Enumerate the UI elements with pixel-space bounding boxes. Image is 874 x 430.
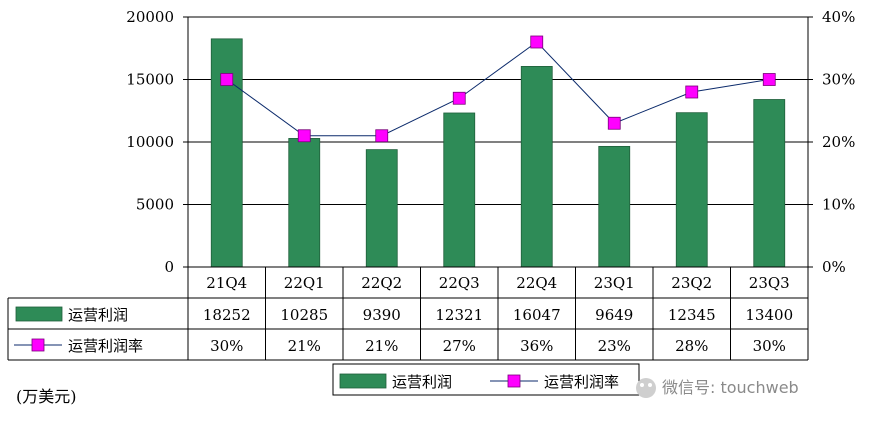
data-table: 21Q4 18252 30% 22Q1 10285 21% 22Q2 9390 21% 22Q3 1… xyxy=(7,266,809,361)
y-right-tick-label: 30% xyxy=(822,71,855,89)
data-label: 36% xyxy=(520,337,553,355)
legend-key-bar xyxy=(339,373,387,389)
legend-key-marker xyxy=(507,374,521,388)
row-header: 运营利润 xyxy=(68,306,128,324)
point xyxy=(375,129,389,143)
data-label: 21% xyxy=(365,337,398,355)
watermark-text: 微信号: touchweb xyxy=(662,378,799,397)
point xyxy=(530,35,544,49)
bar xyxy=(520,66,553,268)
legend: 运营利润 运营利润率 xyxy=(332,363,640,396)
point xyxy=(607,116,621,130)
line-series xyxy=(220,35,776,143)
y-left-tick-label: 0 xyxy=(164,258,174,276)
data-label: 23% xyxy=(598,337,631,355)
bar xyxy=(598,145,631,268)
data-label: 30% xyxy=(210,337,243,355)
axes: 0 0% 5000 10% 10000 20% 15000 30% 20000 40% xyxy=(126,8,855,276)
point xyxy=(220,73,234,86)
bar xyxy=(210,38,243,268)
x-tick-label: 22Q1 xyxy=(284,274,325,292)
bar xyxy=(288,138,321,268)
wechat-icon xyxy=(636,378,656,398)
data-label: 12321 xyxy=(435,306,483,324)
x-tick-label: 22Q3 xyxy=(439,274,480,292)
y-left-tick-label: 5000 xyxy=(136,196,174,214)
row-header: 运营利润率 xyxy=(68,337,143,355)
data-label: 21% xyxy=(288,337,321,355)
point xyxy=(297,129,311,143)
point xyxy=(762,73,776,86)
point xyxy=(452,91,466,105)
grid xyxy=(188,16,808,205)
y-right-tick-label: 0% xyxy=(822,258,846,276)
y-left-tick-label: 15000 xyxy=(126,71,174,89)
data-label: 9390 xyxy=(363,306,401,324)
row-key-marker xyxy=(31,338,45,352)
bar xyxy=(365,149,398,268)
data-label: 27% xyxy=(443,337,476,355)
bars xyxy=(210,38,786,268)
x-tick-label: 21Q4 xyxy=(206,274,247,292)
data-label: 18252 xyxy=(203,306,251,324)
row-key-bar xyxy=(15,306,63,322)
data-label: 30% xyxy=(753,337,786,355)
bar xyxy=(753,99,786,268)
legend-label: 运营利润率 xyxy=(544,373,619,391)
data-label: 9649 xyxy=(595,306,633,324)
y-right-tick-label: 40% xyxy=(822,8,855,26)
data-label: 10285 xyxy=(280,306,328,324)
x-tick-label: 22Q2 xyxy=(361,274,402,292)
data-label: 28% xyxy=(675,337,708,355)
watermark: 微信号: touchweb xyxy=(636,378,799,398)
y-right-tick-label: 10% xyxy=(822,196,855,214)
y-left-tick-label: 20000 xyxy=(126,8,174,26)
x-tick-label: 23Q1 xyxy=(594,274,635,292)
x-tick-label: 23Q3 xyxy=(749,274,790,292)
x-tick-label: 22Q4 xyxy=(516,274,557,292)
bar xyxy=(443,112,476,268)
data-label: 13400 xyxy=(745,306,793,324)
x-tick-label: 23Q2 xyxy=(671,274,712,292)
y-right-tick-label: 20% xyxy=(822,133,855,151)
data-label: 16047 xyxy=(513,306,561,324)
unit-note: (万美元) xyxy=(16,387,77,406)
data-label: 12345 xyxy=(668,306,716,324)
series-line xyxy=(226,41,770,137)
y-left-tick-label: 10000 xyxy=(126,133,174,151)
legend-label: 运营利润 xyxy=(392,373,452,391)
bar xyxy=(675,112,708,268)
point xyxy=(685,85,699,99)
